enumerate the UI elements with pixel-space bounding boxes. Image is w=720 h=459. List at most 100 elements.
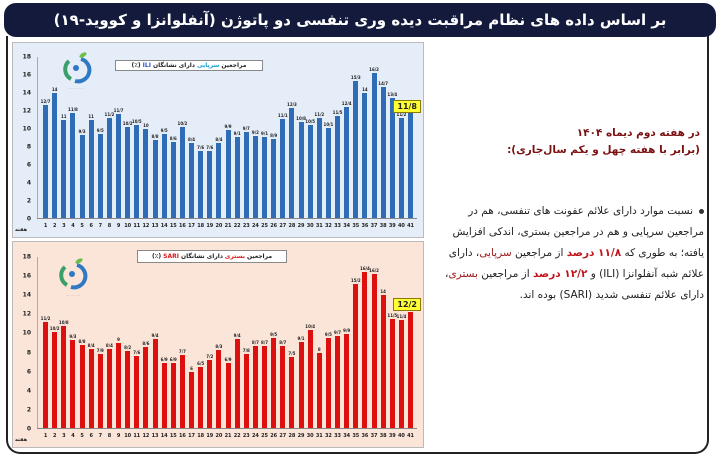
bar-value-label: 6/9 xyxy=(169,357,177,363)
bar xyxy=(106,118,112,219)
bar-item: 13/4 xyxy=(387,57,398,219)
bar xyxy=(70,112,76,219)
bullet-icon xyxy=(699,208,704,214)
bar xyxy=(298,342,304,429)
bar-item: 8/7 xyxy=(251,257,260,429)
bar-item xyxy=(406,57,415,219)
bar-item: 9/7 xyxy=(333,257,342,429)
bar-item: 6/9 xyxy=(169,257,178,429)
x-tick-label: 25 xyxy=(261,223,269,229)
bar xyxy=(97,353,103,429)
bar-item: 10/2 xyxy=(123,57,133,219)
x-tick-label: 26 xyxy=(270,433,278,439)
bar-item: 9/3 xyxy=(68,257,77,429)
bar-value-label: 8/4 xyxy=(105,342,113,348)
bar-value-label: 8/3 xyxy=(215,343,223,349)
bar-value-label: 7/7 xyxy=(178,349,186,355)
bar xyxy=(262,137,268,219)
bar-item: 9/3 xyxy=(78,57,87,219)
bar-value-label: 8/4 xyxy=(188,137,196,143)
bar xyxy=(335,336,341,429)
x-tick-label: 15 xyxy=(169,223,177,229)
x-tick-label: 9 xyxy=(116,433,121,439)
x-axis-line xyxy=(37,218,417,219)
bar-item: 6/5 xyxy=(196,257,205,429)
bar-value-label: 8/2 xyxy=(124,344,132,350)
x-tick-label: 29 xyxy=(297,433,305,439)
bar xyxy=(161,363,167,429)
bar-value-label: 11/5 xyxy=(387,313,398,319)
bar-value-label: 14 xyxy=(380,289,386,295)
x-tick-label: 37 xyxy=(370,223,378,229)
y-axis-line xyxy=(37,57,38,219)
bar xyxy=(362,272,368,429)
bar-value-label: 11 xyxy=(88,114,94,119)
x-tick-label: 5 xyxy=(80,433,84,439)
x-tick-label: 27 xyxy=(279,223,287,229)
bar-value-label: 7/9 xyxy=(96,347,104,353)
bar xyxy=(88,120,94,219)
bar xyxy=(179,355,185,429)
x-tick-label: 14 xyxy=(160,433,168,439)
bar-item: 9/5 xyxy=(96,57,105,219)
x-tick-label: 12 xyxy=(142,223,150,229)
bar-value-label: 10/4 xyxy=(305,323,316,329)
y-tick-label: 4 xyxy=(26,179,31,187)
bar-item: 9/5 xyxy=(160,57,169,219)
bar-item: 9 xyxy=(114,257,123,429)
bar-item: 9/4 xyxy=(151,257,160,429)
x-tick-label: 19 xyxy=(206,223,214,229)
x-tick-label: 4 xyxy=(71,433,75,439)
bar xyxy=(389,98,395,219)
bar-item: 8/6 xyxy=(141,257,150,429)
x-tick-label: 4 xyxy=(71,223,75,229)
x-tick-label: 39 xyxy=(388,433,396,439)
bar-item: 14 xyxy=(50,57,59,219)
bar-value-label: 9/1 xyxy=(233,131,241,137)
bar xyxy=(134,124,140,219)
bar-value-label: 6/9 xyxy=(224,357,232,363)
bar-item: 8/4 xyxy=(214,57,223,219)
x-tick-label: 18 xyxy=(197,433,205,439)
x-tick-label: 33 xyxy=(334,433,342,439)
bar-value-label: 11/2 xyxy=(40,315,51,321)
bar-value-label: 9/4 xyxy=(151,333,159,339)
bar-item: 10/2 xyxy=(50,257,60,429)
summary-body: نسبت موارد دارای علائم عفونت های تنفسی، … xyxy=(445,205,704,301)
bar-item: 8/7 xyxy=(260,257,269,429)
x-axis-line xyxy=(37,428,417,429)
bar-value-label: 6/5 xyxy=(197,360,205,366)
x-tick-label: 28 xyxy=(288,433,296,439)
x-tick-label: 22 xyxy=(233,433,241,439)
bar-item: 9/9 xyxy=(224,57,233,219)
bar xyxy=(262,345,268,429)
x-tick-label: 24 xyxy=(251,223,259,229)
bar-value-label: 7/2 xyxy=(206,354,214,360)
bar-value-label: 9/4 xyxy=(233,333,241,339)
bar-item: 15/2 xyxy=(351,257,361,429)
bar-value-label: 8/7 xyxy=(279,339,287,345)
x-tick-label: 34 xyxy=(343,433,351,439)
bar xyxy=(43,104,49,219)
bar xyxy=(79,344,85,429)
bar xyxy=(170,141,176,219)
x-tick-label: 31 xyxy=(315,433,323,439)
x-tick-label: 28 xyxy=(288,223,296,229)
bar-value-label: 11/5 xyxy=(332,109,343,115)
bar xyxy=(316,352,322,429)
bar-value-label: 9/5 xyxy=(270,332,278,338)
y-tick-label: 2 xyxy=(26,406,31,414)
x-tick-label: 40 xyxy=(397,433,405,439)
x-axis: 1 2 3 4 5 6 7 8 9 10 11 12 13 14 15 16 17 18 19 20 21 22 23 24 2… xyxy=(41,223,415,233)
bar-value-label: 8/8 xyxy=(78,338,86,344)
x-tick-label: 36 xyxy=(361,223,369,229)
sari-chart: 0 2 4 6 8 10 12 14 16 18 11/2 10/2 10/8 9/3 8/8 8/4 7/9… xyxy=(12,241,424,448)
x-tick-label: 13 xyxy=(151,223,159,229)
x-tick-label: 20 xyxy=(215,223,223,229)
x-tick-label: 3 xyxy=(62,433,66,439)
bar-value-label: 13/4 xyxy=(387,92,398,98)
x-tick-label: 41 xyxy=(407,223,415,229)
bar xyxy=(225,363,231,429)
x-tick-label: 1 xyxy=(43,223,48,229)
bar xyxy=(70,340,76,429)
